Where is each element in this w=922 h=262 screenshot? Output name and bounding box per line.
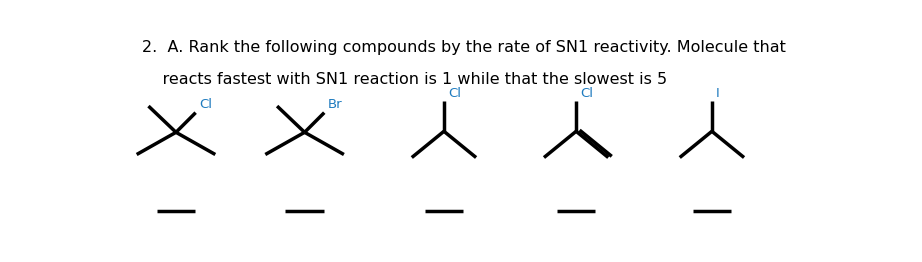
Text: Cl: Cl: [581, 87, 594, 100]
Text: Cl: Cl: [199, 98, 212, 111]
Text: reacts fastest with SN1 reaction is 1 while that the slowest is 5: reacts fastest with SN1 reaction is 1 wh…: [142, 72, 668, 87]
Text: Cl: Cl: [448, 87, 461, 100]
Text: Br: Br: [328, 98, 342, 111]
Text: 2.  A. Rank the following compounds by the rate of SN1 reactivity. Molecule that: 2. A. Rank the following compounds by th…: [142, 40, 786, 54]
Text: I: I: [716, 87, 720, 100]
